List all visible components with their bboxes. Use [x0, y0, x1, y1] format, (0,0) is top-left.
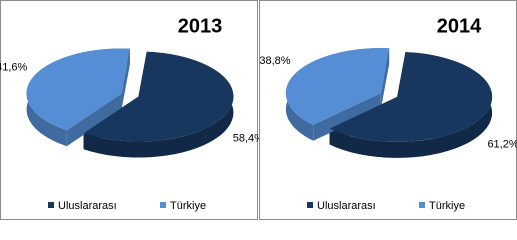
- legend-label: Uluslararası: [317, 200, 376, 212]
- chart-title: 2014: [437, 15, 482, 37]
- legend-label: Türkiye: [429, 200, 465, 212]
- legend-label: Uluslararası: [58, 200, 117, 212]
- data-label: 38,8%: [259, 55, 290, 67]
- slice-side: [329, 52, 493, 158]
- slice: [83, 51, 234, 142]
- slice-side: [66, 93, 122, 147]
- slice: [285, 48, 390, 125]
- chart: 2013 58,4% 41,6% Uluslararası Türkiye 2014 61,…: [0, 0, 517, 220]
- legend-swatch: [307, 202, 313, 208]
- legend-swatch: [419, 202, 425, 208]
- legend-swatch: [160, 202, 166, 208]
- chart-title: 2013: [178, 15, 223, 37]
- data-label: 58,4%: [233, 132, 264, 144]
- slice: [26, 48, 130, 131]
- slice-side: [83, 51, 234, 158]
- data-label: 41,6%: [0, 62, 27, 74]
- legend-swatch: [48, 202, 54, 208]
- slice: [329, 52, 493, 142]
- legend-label: Türkiye: [170, 200, 206, 212]
- data-label: 61,2%: [487, 139, 517, 151]
